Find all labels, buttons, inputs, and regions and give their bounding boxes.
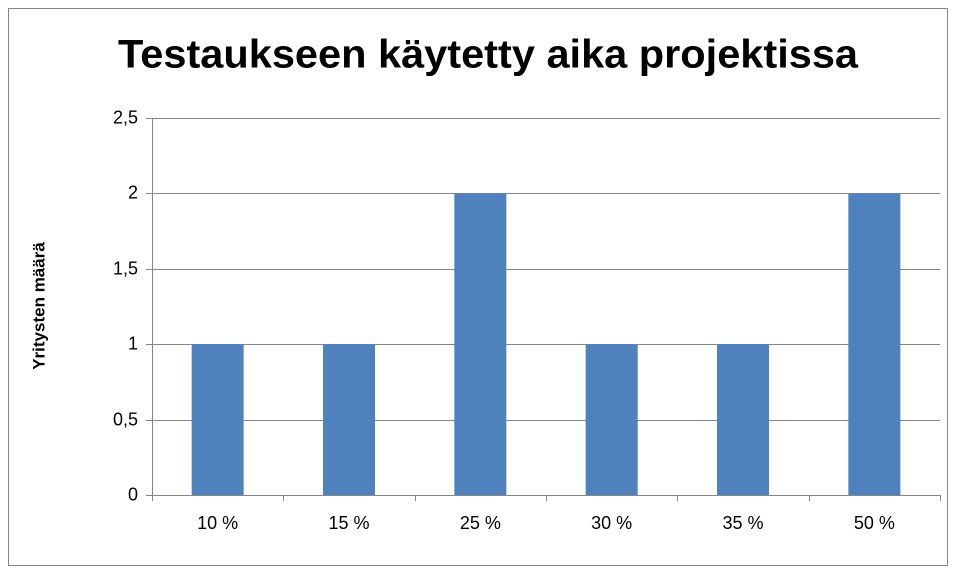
y-tick-label: 1 bbox=[128, 333, 138, 353]
bar bbox=[585, 344, 638, 495]
y-tick-label: 1,5 bbox=[113, 258, 138, 278]
y-tick-label: 0,5 bbox=[113, 409, 138, 429]
y-tick-label: 2,5 bbox=[113, 107, 138, 127]
bar bbox=[717, 344, 769, 495]
chart-title: Testaukseen käytetty aika projektissa bbox=[118, 33, 859, 77]
x-tick-label: 25 % bbox=[460, 513, 501, 533]
bar bbox=[848, 193, 901, 495]
y-tick-label: 2 bbox=[128, 182, 138, 202]
y-axis-label: Yritysten määrä bbox=[29, 242, 48, 370]
x-tick-label: 50 % bbox=[854, 513, 895, 533]
x-tick-label: 10 % bbox=[197, 513, 238, 533]
bar bbox=[323, 344, 375, 495]
x-tick-label: 15 % bbox=[328, 513, 369, 533]
bar bbox=[454, 193, 507, 495]
y-tick-label: 0 bbox=[128, 484, 138, 504]
x-tick-label: 35 % bbox=[722, 513, 763, 533]
x-tick-label: 30 % bbox=[591, 513, 632, 533]
bar bbox=[191, 344, 244, 495]
